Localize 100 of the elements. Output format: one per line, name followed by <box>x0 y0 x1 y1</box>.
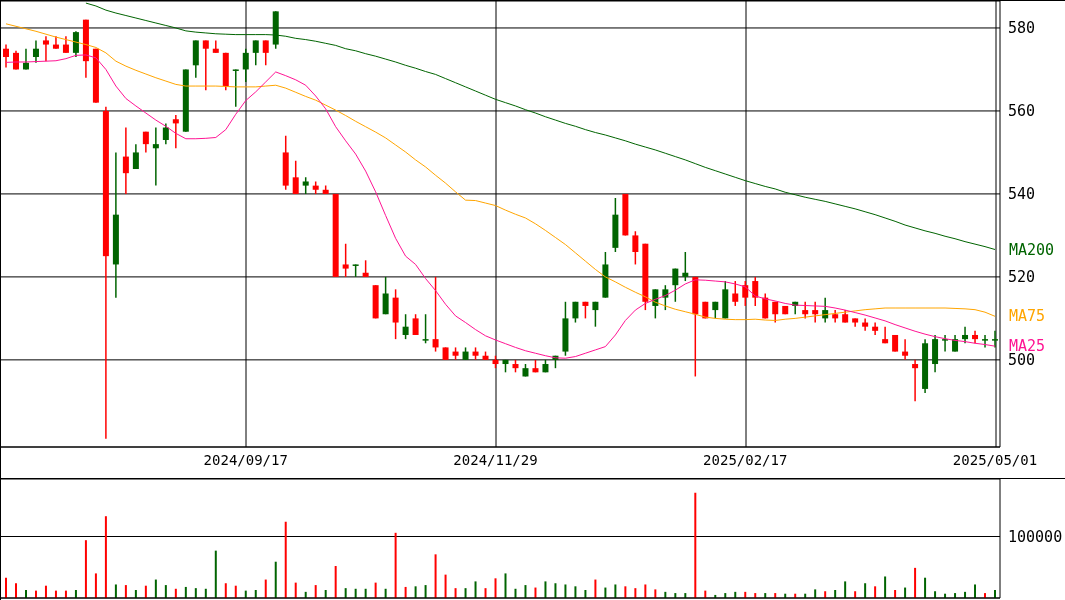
bar <box>614 584 617 598</box>
candlestick <box>252 39 259 67</box>
bar <box>414 586 417 598</box>
bar <box>344 588 347 598</box>
candlestick <box>382 276 389 315</box>
bar <box>94 573 97 598</box>
bar <box>914 567 917 598</box>
bar <box>564 584 567 598</box>
bar <box>974 584 977 598</box>
x-tick-label: 2024/09/17 <box>203 451 288 468</box>
series-label: MA75 <box>1009 307 1046 326</box>
bar <box>464 588 467 598</box>
bar <box>334 566 337 598</box>
candlestick <box>232 68 239 108</box>
candlestick <box>992 330 999 349</box>
bar <box>884 576 887 598</box>
bar <box>114 584 117 598</box>
candlestick <box>672 267 679 303</box>
bar <box>524 585 527 598</box>
candlestick <box>262 39 269 67</box>
x-tick-label: 2024/11/29 <box>453 451 538 468</box>
bar <box>184 586 187 598</box>
bar <box>214 550 217 598</box>
candlestick <box>742 280 749 307</box>
candlestick <box>942 334 949 353</box>
candlestick <box>752 276 759 307</box>
bar <box>694 492 697 598</box>
candlestick <box>72 30 79 58</box>
candlestick <box>42 35 49 62</box>
x-tick-label: 2025/02/17 <box>703 451 788 468</box>
candlestick <box>902 338 909 361</box>
bar <box>424 585 427 598</box>
candlestick <box>242 47 249 83</box>
candlestick <box>662 284 669 311</box>
bar <box>284 521 287 598</box>
bar <box>814 589 817 598</box>
bar <box>654 589 657 598</box>
candlestick <box>592 301 599 328</box>
bar <box>874 586 877 598</box>
bar <box>574 586 577 598</box>
line-series <box>5 54 996 359</box>
candlestick <box>882 325 889 345</box>
candlestick <box>152 126 159 187</box>
candlestick <box>202 39 209 91</box>
candlestick <box>342 242 349 278</box>
bar <box>494 578 497 598</box>
y-tick-label: 100000 <box>1008 527 1063 546</box>
candlestick <box>912 359 919 403</box>
candlestick <box>812 301 819 324</box>
bar <box>454 588 457 598</box>
candlestick <box>292 159 299 195</box>
bar <box>504 573 507 598</box>
bar <box>404 586 407 598</box>
candlestick <box>162 122 169 145</box>
bar <box>444 574 447 598</box>
bar <box>194 588 197 598</box>
candlestick <box>982 334 989 349</box>
candlestick <box>32 39 39 64</box>
bar <box>394 532 397 598</box>
bar <box>264 579 267 598</box>
bar <box>474 581 477 598</box>
bar <box>124 585 127 598</box>
candlestick <box>432 276 439 353</box>
candlestick <box>732 280 739 307</box>
y-tick-label: 520 <box>1008 268 1036 287</box>
bar <box>624 586 627 598</box>
bar <box>844 581 847 598</box>
candlestick <box>402 313 409 340</box>
candlestick <box>762 292 769 320</box>
candlestick <box>3 43 9 69</box>
bar <box>634 588 637 598</box>
series-label: MA200 <box>1009 240 1055 259</box>
bar <box>294 582 297 598</box>
candlestick <box>122 126 129 195</box>
candlestick <box>212 39 219 54</box>
bar <box>104 516 107 598</box>
bar <box>154 579 157 598</box>
line-series <box>5 23 996 321</box>
bar <box>594 579 597 598</box>
bar <box>554 583 557 598</box>
x-tick-label: 2025/05/01 <box>952 451 1038 468</box>
bar <box>164 585 167 598</box>
candlestick <box>632 230 639 266</box>
bar <box>644 584 647 598</box>
candlestick <box>862 317 869 332</box>
candlestick <box>172 114 179 150</box>
bar <box>224 583 227 598</box>
bar <box>924 577 927 598</box>
candlestick <box>682 251 689 282</box>
line-series <box>85 2 996 251</box>
bar <box>314 585 317 598</box>
y-tick-label: 580 <box>1008 19 1036 38</box>
bar <box>484 588 487 598</box>
y-tick-label: 560 <box>1008 102 1036 121</box>
bar <box>434 554 437 598</box>
y-tick-label: 540 <box>1008 185 1036 204</box>
candlestick <box>412 313 419 336</box>
bar <box>864 583 867 598</box>
bar <box>5 577 7 598</box>
candlestick <box>422 313 429 345</box>
